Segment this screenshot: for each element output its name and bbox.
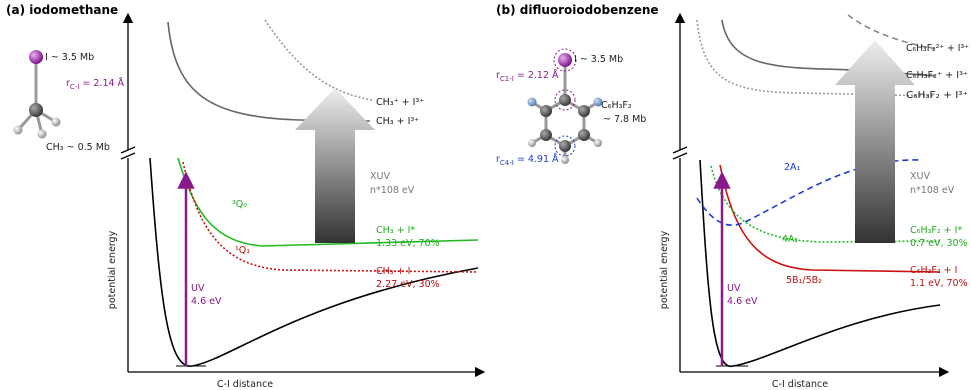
pump-label: UV — [727, 283, 741, 294]
pump-label: 4.6 eV — [727, 296, 758, 307]
panel-title: (a) iodomethane — [6, 3, 118, 17]
curve-label: 2A₁ — [784, 162, 801, 173]
curve-label: 5B₁/5B₂ — [786, 275, 822, 286]
bond-label: rC1-I = 2.12 Å — [496, 69, 559, 83]
xuv-arrow — [295, 88, 375, 243]
asymptote-label: CH₃ + I* — [376, 225, 415, 236]
xuv-arrow — [835, 40, 915, 243]
x-axis-label: C-I distance — [772, 379, 828, 390]
curve-4a1 — [710, 165, 941, 243]
panel-title: (b) difluoroiodobenzene — [496, 3, 659, 17]
probe-label: n*108 eV — [910, 185, 955, 196]
probe-label: XUV — [910, 171, 930, 182]
pump-label: UV — [191, 283, 205, 294]
molecule-label: ~ 7.8 Mb — [603, 114, 646, 125]
molecule — [13, 50, 61, 139]
panel-b: (b) difluoroiodobenzene C-I distance pot… — [496, 3, 969, 390]
state-label: CH₃⁺ + I³⁺ — [376, 97, 424, 108]
molecule-label: I ~ 3.5 Mb — [574, 54, 623, 65]
asymptote-label: 0.7 eV, 30% — [910, 238, 968, 249]
x-axis-label: C-I distance — [217, 379, 273, 390]
asymptote-label: 1.1 eV, 70% — [910, 278, 968, 289]
molecule — [527, 48, 603, 164]
curve-label: 4A₁ — [782, 234, 799, 245]
probe-label: n*108 eV — [370, 185, 415, 196]
ion-curve — [167, 21, 371, 122]
ion-curve — [696, 19, 936, 97]
probe-label: XUV — [370, 171, 390, 182]
asymptote-label: C₆H₃F₂ + I* — [910, 225, 962, 236]
y-axis-label: potential energy — [659, 230, 670, 309]
asymptote-label: C₆H₃F₂ + I — [910, 265, 957, 276]
panel-a: (a) iodomethane C-I distance potential e… — [6, 3, 486, 390]
molecule-label: CH₃ ~ 0.5 Mb — [46, 142, 110, 153]
ion-curve — [721, 19, 936, 77]
ground-curve — [699, 159, 941, 368]
curve-5b — [719, 164, 941, 273]
ion-curve — [847, 14, 936, 50]
axis-break — [120, 146, 136, 160]
axis-break — [122, 150, 134, 158]
state-label: C₆H₃F₂²⁺ + I³⁺ — [906, 43, 969, 54]
molecule-label: I ~ 3.5 Mb — [45, 52, 94, 63]
state-label: C₆H₃F₂⁺ + I³⁺ — [906, 70, 968, 81]
molecule-label: C₆H₃F₂ — [601, 100, 632, 111]
curve-label: ³Q₀ — [232, 199, 247, 210]
axis-break — [672, 146, 688, 160]
asymptote-label: CH₃ + I — [376, 266, 410, 277]
curve-1q1 — [182, 161, 479, 273]
y-axis-label: potential energy — [107, 230, 118, 309]
curve-label: ¹Q₁ — [235, 245, 250, 256]
asymptote-label: 2.27 eV, 30% — [376, 279, 440, 290]
asymptote-label: 1.33 eV, 70% — [376, 238, 440, 249]
state-label: CH₃ + I³⁺ — [376, 116, 419, 127]
bond-label: rC-I = 2.14 Å — [66, 77, 125, 91]
axis-break — [674, 150, 686, 158]
bond-label: rC4-I = 4.91 Å — [496, 153, 559, 167]
ion-curve — [264, 19, 373, 101]
ground-curve — [149, 157, 479, 367]
state-label: C₆H₃F₂ + I³⁺ — [906, 90, 968, 101]
pump-label: 4.6 eV — [191, 296, 222, 307]
